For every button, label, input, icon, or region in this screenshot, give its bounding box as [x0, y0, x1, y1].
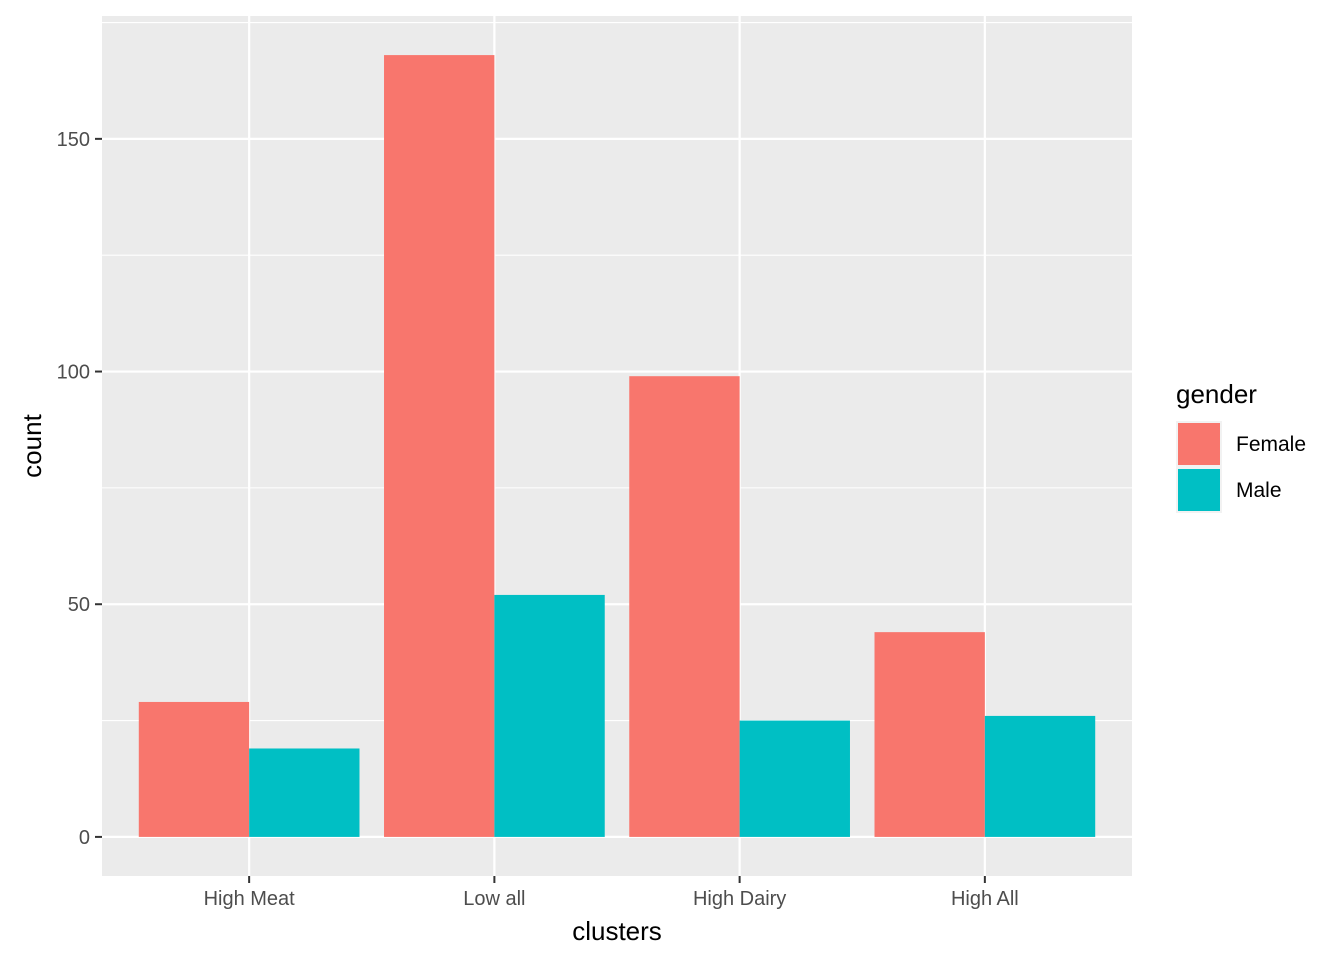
bar-female-low-all	[384, 55, 495, 837]
legend: gender Female Male	[1176, 379, 1306, 513]
x-axis-title: clusters	[572, 916, 662, 946]
bar-male-high-meat	[249, 748, 360, 837]
x-tick-label: High Meat	[204, 888, 296, 910]
bar-marks	[138, 55, 1096, 837]
legend-title: gender	[1176, 379, 1257, 409]
x-axis: High Meat Low all High Dairy High All	[204, 876, 1019, 910]
bar-female-high-all	[874, 632, 985, 837]
bar-male-high-dairy	[739, 720, 850, 837]
bar-male-low-all	[494, 594, 605, 837]
x-tick-label: High All	[951, 888, 1019, 910]
bar-female-high-dairy	[629, 376, 740, 837]
y-tick-label: 50	[68, 594, 90, 616]
legend-swatch-male	[1178, 469, 1220, 511]
y-axis: 0 50 100 150	[57, 129, 102, 849]
y-tick-label: 100	[57, 362, 90, 384]
y-axis-title: count	[17, 413, 47, 477]
bar-female-high-meat	[138, 701, 250, 837]
y-tick-label: 0	[79, 827, 90, 849]
bar-male-high-all	[984, 715, 1096, 837]
x-tick-label: Low all	[463, 888, 525, 910]
legend-label-male: Male	[1236, 479, 1282, 502]
legend-swatch-female	[1178, 423, 1220, 465]
y-tick-label: 150	[57, 129, 90, 151]
x-tick-label: High Dairy	[693, 888, 786, 910]
legend-label-female: Female	[1236, 433, 1306, 456]
